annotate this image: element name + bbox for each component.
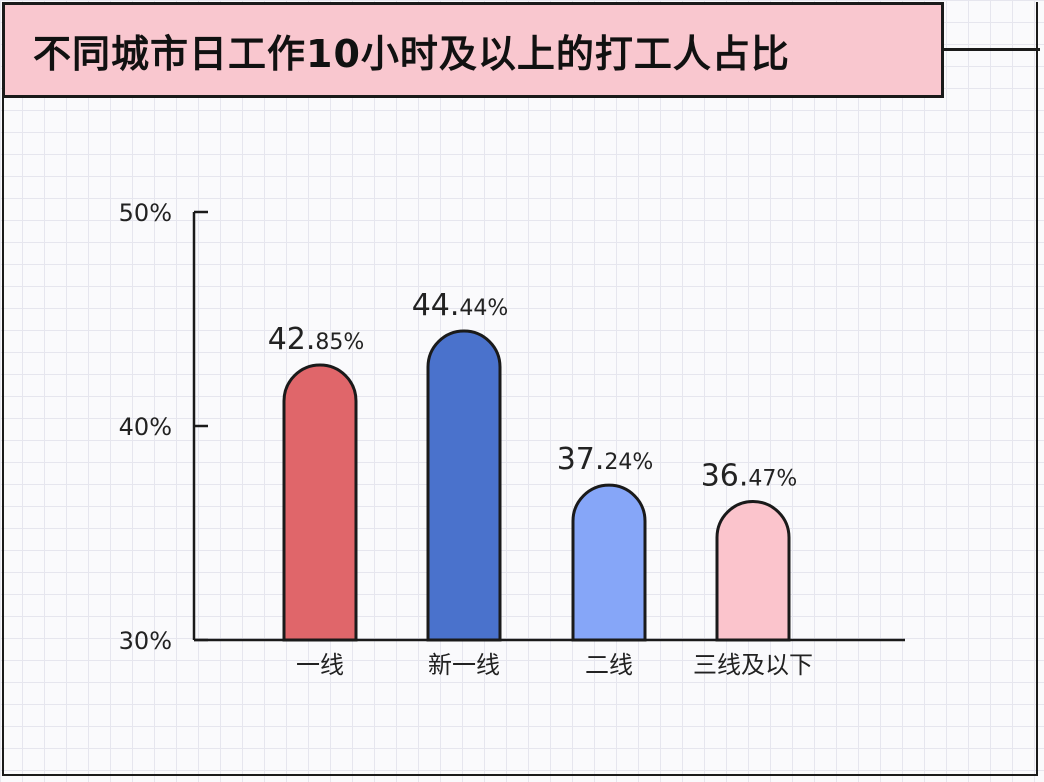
value-label-1: 42.85%	[268, 322, 365, 357]
category-label-1: 一线	[296, 651, 344, 679]
bar-3	[571, 483, 647, 642]
bar-2	[426, 329, 502, 642]
title-connector-line	[944, 48, 1040, 51]
y-tick-label: 30%	[119, 627, 172, 655]
bar-1	[282, 363, 358, 642]
category-label-2: 新一线	[428, 651, 500, 679]
category-label-4: 三线及以下	[693, 651, 813, 679]
bar-4	[715, 500, 791, 642]
value-label-4: 36.47%	[701, 459, 798, 494]
y-tick-label: 40%	[119, 413, 172, 441]
value-label-3: 37.24%	[557, 442, 654, 477]
y-tick-label: 50%	[119, 199, 172, 227]
value-label-2: 44.44%	[412, 288, 509, 323]
title-box: 不同城市日工作10小时及以上的打工人占比	[2, 2, 944, 98]
chart-title: 不同城市日工作10小时及以上的打工人占比	[33, 31, 790, 76]
category-label-3: 二线	[585, 651, 633, 679]
